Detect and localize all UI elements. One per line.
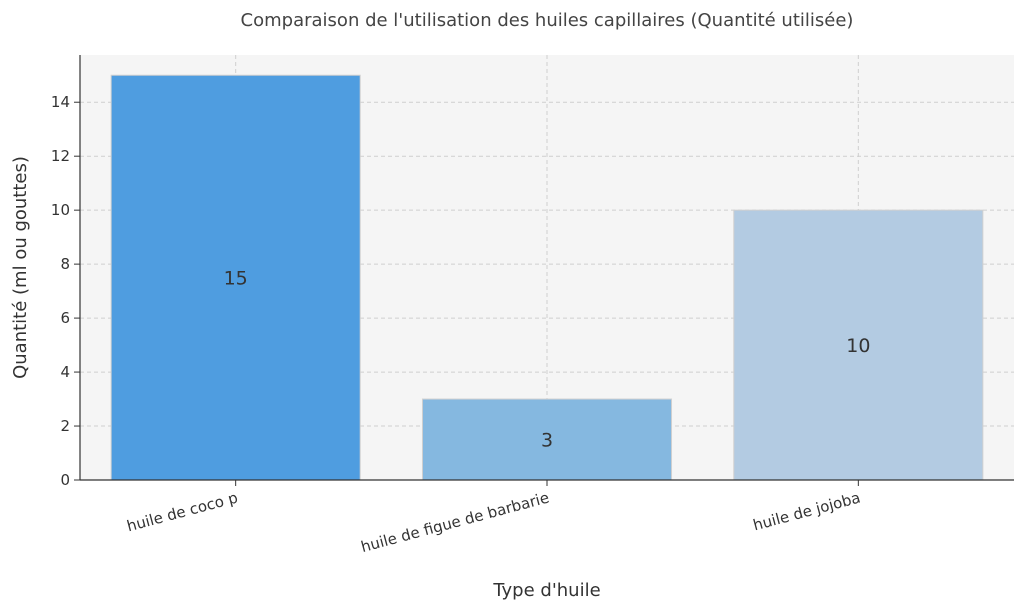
y-tick-label: 4 xyxy=(60,363,70,381)
bar xyxy=(110,74,361,481)
y-tick-label: 0 xyxy=(60,471,70,489)
bar xyxy=(733,209,984,481)
y-tick-label: 12 xyxy=(51,147,70,165)
x-tick-label: huile de figue de barbarie xyxy=(359,488,551,556)
y-tick-label: 6 xyxy=(60,309,70,327)
y-tick-label: 14 xyxy=(51,93,70,111)
y-tick-label: 10 xyxy=(51,201,70,219)
bar-value-label: 15 xyxy=(224,268,248,290)
chart-title: Comparaison de l'utilisation des huiles … xyxy=(241,10,854,31)
x-axis-label: Type d'huile xyxy=(492,580,600,601)
bar xyxy=(421,398,673,481)
bars: 15 3 10 xyxy=(110,74,984,481)
x-tick-label: huile de coco p xyxy=(125,488,240,535)
y-tick-label: 8 xyxy=(60,255,70,273)
bar-value-label: 10 xyxy=(846,335,870,357)
y-axis-label: Quantité (ml ou gouttes) xyxy=(10,156,31,379)
bar-value-label: 3 xyxy=(541,430,553,452)
x-tick-label: huile de jojoba xyxy=(751,488,862,534)
y-tick-label: 2 xyxy=(60,417,70,435)
